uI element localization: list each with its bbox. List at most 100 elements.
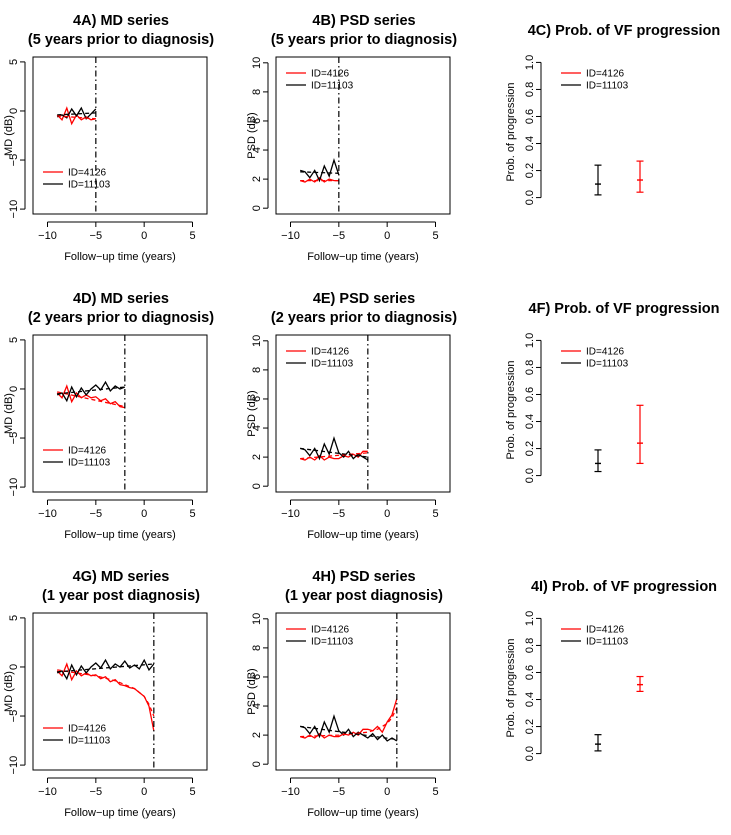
x-tick-label: 0 <box>384 786 390 798</box>
y-tick-label: 4 <box>251 703 263 709</box>
chart-panel-1: 4A) MD series (5 years prior to diagnosis… <box>3 13 214 263</box>
x-tick-label: 0 <box>384 508 390 520</box>
chart-panel-4: 4D) MD series (2 years prior to diagnosis… <box>3 291 214 541</box>
y-tick-label: 2 <box>251 176 263 182</box>
series-line-id-11103-fit <box>57 663 154 673</box>
y-tick-label: 0.2 <box>524 163 536 178</box>
plot-frame <box>275 612 451 771</box>
y-axis-label: PSD (dB) <box>246 390 258 436</box>
y-tick-label: 1.0 <box>524 611 536 626</box>
chart-panel-7: 4G) MD series (1 year post diagnosis) −10 −… <box>3 569 208 819</box>
chart-panel-3: 4C) Prob. of VF progression 0.0 0.2 0.4 0.6 0… <box>505 23 720 205</box>
y-tick-label: 0 <box>8 386 20 392</box>
y-axis-label: Prob. of progression <box>505 360 517 459</box>
series-line-id-4126 <box>300 698 398 739</box>
y-tick-label: 0 <box>251 761 263 767</box>
y-tick-label: 0.0 <box>524 468 536 483</box>
x-tick-label: −10 <box>38 230 57 242</box>
y-axis-label: PSD (dB) <box>246 668 258 714</box>
y-tick-label: 0.4 <box>524 136 536 151</box>
series-line-id-11103-fit <box>300 447 368 458</box>
y-tick-label: 0.4 <box>524 692 536 707</box>
legend-label: ID=11103 <box>586 359 629 370</box>
x-tick-label: 5 <box>189 786 195 798</box>
y-tick-label: 0.0 <box>524 746 536 761</box>
y-tick-label: 4 <box>251 425 263 431</box>
y-tick-label: 2 <box>251 732 263 738</box>
plot-frame <box>275 334 451 493</box>
x-tick-label: 5 <box>432 786 438 798</box>
legend-label: ID=4126 <box>311 347 350 358</box>
y-tick-label: −10 <box>8 756 20 775</box>
y-tick-label: 0.4 <box>524 414 536 429</box>
y-tick-label: 0.6 <box>524 387 536 402</box>
x-axis-label: Follow−up time (years) <box>64 807 176 819</box>
legend-label: ID=11103 <box>311 359 354 370</box>
y-tick-label: 10 <box>251 335 263 347</box>
legend-label: ID=4126 <box>311 69 350 80</box>
y-tick-label: 0.2 <box>524 719 536 734</box>
y-tick-label: −5 <box>8 154 20 167</box>
chart-title-line-2: (2 years prior to diagnosis) <box>28 310 214 326</box>
chart-title: 4F) Prob. of VF progression <box>529 301 720 317</box>
legend-label: ID=4126 <box>311 625 350 636</box>
chart-panel-5: 4E) PSD series (2 years prior to diagnosi… <box>246 291 457 541</box>
chart-title-line-2: (5 years prior to diagnosis) <box>28 32 214 48</box>
x-tick-label: 5 <box>189 508 195 520</box>
series-line-id-4126-fit <box>57 669 155 717</box>
y-tick-label: 0.8 <box>524 638 536 653</box>
x-axis-label: Follow−up time (years) <box>64 529 176 541</box>
legend-label: ID=11103 <box>311 81 354 92</box>
x-axis-label: Follow−up time (years) <box>307 807 419 819</box>
legend-label: ID=11103 <box>68 180 111 191</box>
legend-label: ID=11103 <box>311 637 354 648</box>
x-tick-label: −5 <box>90 508 103 520</box>
x-tick-label: −10 <box>281 786 300 798</box>
plot-frame <box>32 56 208 215</box>
series-line-id-11103 <box>300 714 398 742</box>
chart-title-line-1: 4A) MD series <box>73 13 169 29</box>
series-line-id-4126 <box>56 384 125 409</box>
x-tick-label: 5 <box>189 230 195 242</box>
y-tick-label: 0 <box>251 205 263 211</box>
chart-panel-8: 4H) PSD series (1 year post diagnosis) −10… <box>246 569 451 819</box>
y-tick-label: 4 <box>251 147 263 153</box>
plot-frame <box>275 56 451 215</box>
chart-title-line-1: 4H) PSD series <box>312 569 415 585</box>
series-line-id-4126-fit <box>300 452 368 460</box>
legend-label: ID=4126 <box>68 168 107 179</box>
y-tick-label: 0.2 <box>524 441 536 456</box>
x-tick-label: 0 <box>384 230 390 242</box>
x-tick-label: 0 <box>141 230 147 242</box>
plot-frame <box>32 334 208 493</box>
y-tick-label: 0.6 <box>524 109 536 124</box>
y-tick-label: −10 <box>8 200 20 219</box>
y-tick-label: −5 <box>8 710 20 723</box>
y-tick-label: 6 <box>251 396 263 402</box>
x-tick-label: −10 <box>38 508 57 520</box>
legend-label: ID=4126 <box>586 69 625 80</box>
y-tick-label: 0.8 <box>524 360 536 375</box>
series-line-id-4126 <box>56 662 155 731</box>
series-line-id-4126-fit <box>300 707 398 738</box>
legend-label: ID=11103 <box>68 458 111 469</box>
y-tick-label: 6 <box>251 118 263 124</box>
x-axis-label: Follow−up time (years) <box>64 251 176 263</box>
chart-title-line-1: 4B) PSD series <box>312 13 415 29</box>
x-tick-label: −5 <box>333 508 346 520</box>
series-line-id-11103-fit <box>57 386 125 395</box>
y-tick-label: 0 <box>8 664 20 670</box>
x-tick-label: 5 <box>432 230 438 242</box>
y-tick-label: 2 <box>251 454 263 460</box>
x-axis-label: Follow−up time (years) <box>307 529 419 541</box>
x-tick-label: 0 <box>141 786 147 798</box>
x-tick-label: −10 <box>38 786 57 798</box>
series-line-id-11103 <box>56 106 97 120</box>
series-line-id-11103-fit <box>300 725 397 741</box>
plot-frame <box>32 612 208 771</box>
legend-label: ID=4126 <box>68 724 107 735</box>
y-axis-label: PSD (dB) <box>246 112 258 158</box>
chart-panel-2: 4B) PSD series (5 years prior to diagnosi… <box>246 13 457 263</box>
x-tick-label: 0 <box>141 508 147 520</box>
y-tick-label: 0 <box>8 108 20 114</box>
